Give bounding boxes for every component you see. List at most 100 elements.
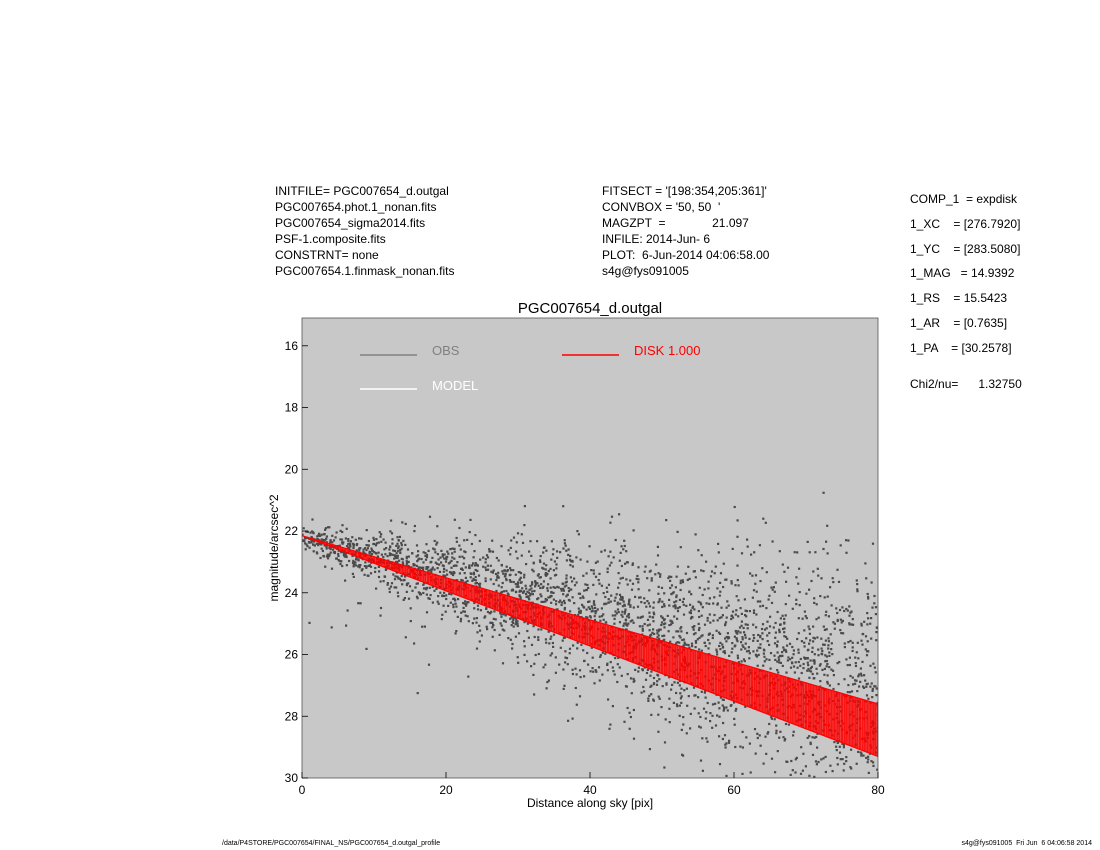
obs-point [629, 579, 632, 582]
obs-point [674, 586, 677, 589]
obs-point [616, 663, 619, 666]
obs-point [766, 697, 769, 700]
obs-point [525, 593, 528, 596]
obs-point [730, 614, 733, 618]
obs-point [360, 569, 363, 572]
obs-point [663, 766, 666, 769]
obs-point [402, 539, 405, 542]
obs-point [594, 669, 597, 672]
obs-point [430, 570, 433, 573]
obs-point [332, 539, 336, 542]
obs-point [766, 700, 769, 703]
obs-point [531, 590, 534, 593]
obs-point [398, 559, 401, 562]
obs-point [377, 541, 380, 544]
obs-point [725, 706, 728, 709]
obs-point [447, 552, 450, 555]
obs-point [428, 586, 431, 589]
obs-point [866, 623, 869, 626]
obs-point [700, 635, 703, 638]
obs-point [808, 774, 811, 777]
obs-point [634, 595, 637, 598]
obs-point [758, 734, 761, 737]
obs-point [713, 572, 716, 575]
obs-point [689, 612, 692, 615]
obs-point [416, 692, 419, 695]
obs-point [554, 586, 557, 589]
obs-point [743, 598, 746, 601]
obs-point [629, 634, 632, 637]
obs-point [676, 641, 679, 644]
obs-point [569, 564, 572, 567]
obs-point [780, 655, 783, 658]
obs-point [523, 573, 526, 576]
obs-point [876, 768, 878, 771]
obs-point [731, 616, 735, 619]
obs-point [447, 562, 450, 565]
obs-point [761, 567, 764, 570]
info-mid-line: PLOT: 6-Jun-2014 04:06:58.00 [602, 248, 770, 262]
obs-point [673, 601, 676, 604]
obs-point [629, 605, 632, 608]
obs-point [715, 668, 718, 671]
obs-point [780, 690, 783, 693]
obs-point [443, 553, 446, 556]
obs-point [740, 624, 743, 627]
obs-point [555, 573, 558, 576]
obs-point [648, 663, 651, 667]
obs-point [775, 724, 778, 727]
obs-point [752, 639, 755, 642]
obs-point [478, 539, 481, 543]
obs-point [505, 579, 508, 582]
obs-point [380, 540, 383, 543]
obs-point [385, 547, 388, 550]
obs-point [856, 705, 859, 708]
obs-point [479, 558, 482, 561]
obs-point [825, 540, 828, 543]
obs-point [699, 759, 703, 762]
obs-point [397, 547, 400, 550]
obs-point [759, 580, 762, 583]
obs-point [464, 576, 467, 579]
obs-point [661, 600, 664, 603]
obs-point [607, 698, 610, 701]
obs-point [539, 576, 542, 579]
obs-point [347, 539, 350, 542]
obs-point [359, 602, 362, 605]
obs-point [769, 667, 772, 670]
obs-point [545, 549, 548, 552]
obs-point [355, 558, 358, 561]
obs-point [675, 575, 678, 578]
obs-point [305, 543, 308, 546]
obs-point [690, 593, 693, 596]
obs-point [502, 590, 506, 593]
obs-point [656, 636, 659, 639]
obs-point [830, 668, 833, 671]
obs-point [495, 556, 498, 560]
obs-point [743, 631, 746, 634]
obs-point [832, 687, 835, 691]
obs-point [345, 527, 348, 530]
obs-point [733, 635, 736, 638]
obs-point [797, 648, 800, 651]
obs-point [808, 669, 811, 672]
obs-point [716, 714, 719, 717]
obs-point [462, 562, 465, 565]
obs-point [661, 634, 664, 638]
obs-point [744, 623, 747, 626]
obs-point [845, 551, 848, 554]
obs-point [517, 661, 520, 664]
obs-point [679, 588, 682, 592]
obs-point [761, 638, 764, 641]
obs-point [341, 524, 344, 527]
obs-point [530, 554, 533, 557]
obs-point [783, 570, 786, 573]
obs-point [688, 577, 691, 580]
obs-point [801, 769, 804, 772]
obs-point [825, 655, 828, 658]
obs-point [364, 561, 367, 564]
obs-point [347, 542, 350, 545]
obs-point [484, 566, 487, 569]
obs-point [857, 673, 861, 676]
obs-point [459, 620, 462, 623]
